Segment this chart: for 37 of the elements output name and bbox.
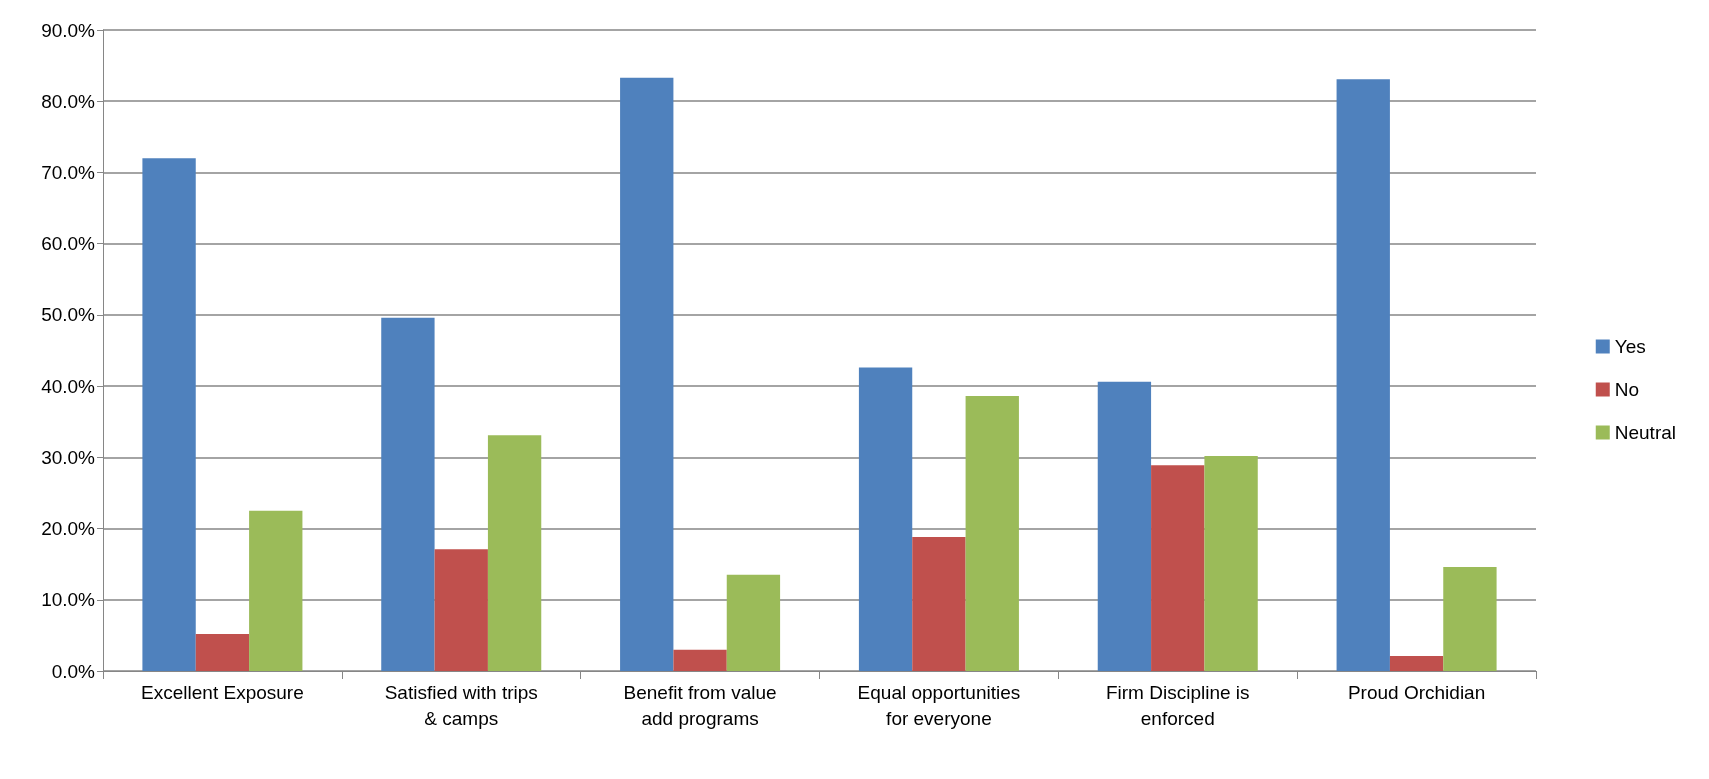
bar bbox=[249, 510, 303, 671]
y-tick-label: 90.0% bbox=[41, 19, 96, 41]
x-tick-label: Proud Orchidian bbox=[1347, 681, 1486, 703]
legend-label: Yes bbox=[1614, 336, 1646, 357]
bar bbox=[965, 396, 1019, 671]
bar bbox=[434, 549, 488, 671]
legend-label: Neutral bbox=[1614, 422, 1676, 443]
y-tick-label: 50.0% bbox=[41, 304, 96, 326]
y-tick-label: 20.0% bbox=[41, 518, 96, 540]
bar bbox=[912, 537, 966, 671]
bar bbox=[1389, 656, 1444, 671]
bar bbox=[673, 649, 727, 671]
y-tick-label: 0.0% bbox=[51, 660, 96, 682]
y-tick-label: 40.0% bbox=[41, 375, 96, 397]
x-tick-label: Benefit from value add programs bbox=[623, 681, 777, 729]
bar bbox=[1336, 79, 1390, 671]
bar bbox=[1151, 465, 1205, 671]
y-tick-label: 60.0% bbox=[41, 233, 96, 255]
y-tick-label: 10.0% bbox=[41, 589, 96, 611]
bar bbox=[726, 574, 781, 671]
bar bbox=[1443, 567, 1497, 671]
bar bbox=[142, 158, 196, 671]
bar bbox=[487, 435, 542, 671]
bar bbox=[1097, 381, 1152, 671]
bar bbox=[195, 633, 250, 671]
x-tick-label: Excellent Exposure bbox=[141, 681, 304, 703]
x-tick-label: Equal opportunities for everyone bbox=[857, 681, 1021, 729]
legend-label: No bbox=[1614, 379, 1640, 400]
y-tick-label: 80.0% bbox=[41, 90, 96, 112]
x-tick-label: Firm Discipline is enforced bbox=[1105, 681, 1250, 729]
y-tick-label: 30.0% bbox=[41, 446, 96, 468]
x-tick-label: Satisfied with trips & camps bbox=[384, 681, 538, 729]
bar bbox=[620, 77, 674, 671]
y-tick-label: 70.0% bbox=[41, 161, 96, 183]
bar bbox=[381, 317, 435, 671]
bar bbox=[858, 367, 913, 671]
bar bbox=[1204, 455, 1258, 671]
